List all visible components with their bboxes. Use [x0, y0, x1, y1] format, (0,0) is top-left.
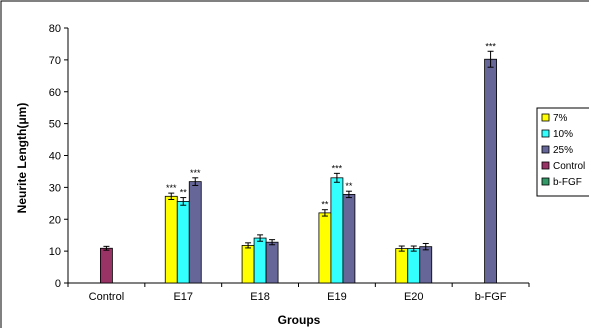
bar-b-fgf-1 [484, 58, 497, 284]
significance-label: *** [485, 41, 496, 51]
bar-e19-1 [318, 212, 332, 284]
bar-e20-2 [407, 248, 421, 284]
x-tick-label: E20 [404, 291, 424, 303]
y-tick-label: 10 [49, 246, 61, 258]
legend-label: 10% [553, 129, 573, 140]
y-tick-label: 60 [49, 87, 61, 99]
y-tick-label: 50 [49, 119, 61, 131]
significance-label: ** [180, 188, 188, 198]
x-tick-label: E19 [327, 291, 347, 303]
x-tick-label: E17 [173, 291, 193, 303]
significance-label: ** [345, 181, 353, 191]
significance-label: *** [190, 168, 201, 178]
legend-swatch [541, 113, 550, 122]
y-tick-label: 80 [49, 23, 61, 35]
y-axis: 0 10 20 30 40 50 60 70 80 [49, 23, 69, 290]
significance-label: *** [166, 183, 177, 193]
y-axis-title: Neurite Length(μm) [15, 103, 29, 214]
bar-e17-3 [188, 181, 202, 284]
legend: 7% 10% 25% Control b-FGF [536, 107, 589, 197]
legend-swatch [541, 177, 550, 186]
bar-e17-1 [164, 195, 178, 284]
legend-swatch [541, 129, 550, 138]
legend-label: Control [553, 161, 585, 172]
x-tick-label: b-FGF [475, 291, 507, 303]
legend-label: b-FGF [553, 177, 582, 188]
legend-label: 25% [553, 145, 573, 156]
bar-e20-3 [419, 246, 433, 284]
y-tick-label: 0 [55, 278, 61, 290]
bar-e18-3 [265, 241, 279, 284]
x-tick-label: Control [89, 291, 124, 303]
y-tick-label: 30 [49, 182, 61, 194]
bars: *** *************** [100, 41, 497, 284]
bar-control-1 [100, 247, 113, 284]
legend-label: 7% [553, 113, 568, 124]
legend-swatch [541, 145, 550, 154]
significance-label: ** [321, 200, 329, 210]
bar-e18-2 [253, 237, 267, 284]
bar-e19-3 [342, 193, 356, 284]
bar-e19-2 [330, 177, 344, 284]
x-axis: Control E17 E18 E19 E20 b-FGF [67, 282, 530, 303]
legend-swatch [541, 161, 550, 170]
x-axis-title: Groups [278, 313, 321, 327]
y-tick-label: 20 [49, 214, 61, 226]
bar-e18-1 [241, 244, 255, 284]
bar-e20-1 [395, 248, 409, 284]
y-tick-label: 40 [49, 151, 61, 163]
significance-label: *** [332, 163, 343, 173]
x-tick-label: E18 [250, 291, 270, 303]
bar-e17-2 [176, 200, 190, 284]
y-tick-label: 70 [49, 55, 61, 67]
